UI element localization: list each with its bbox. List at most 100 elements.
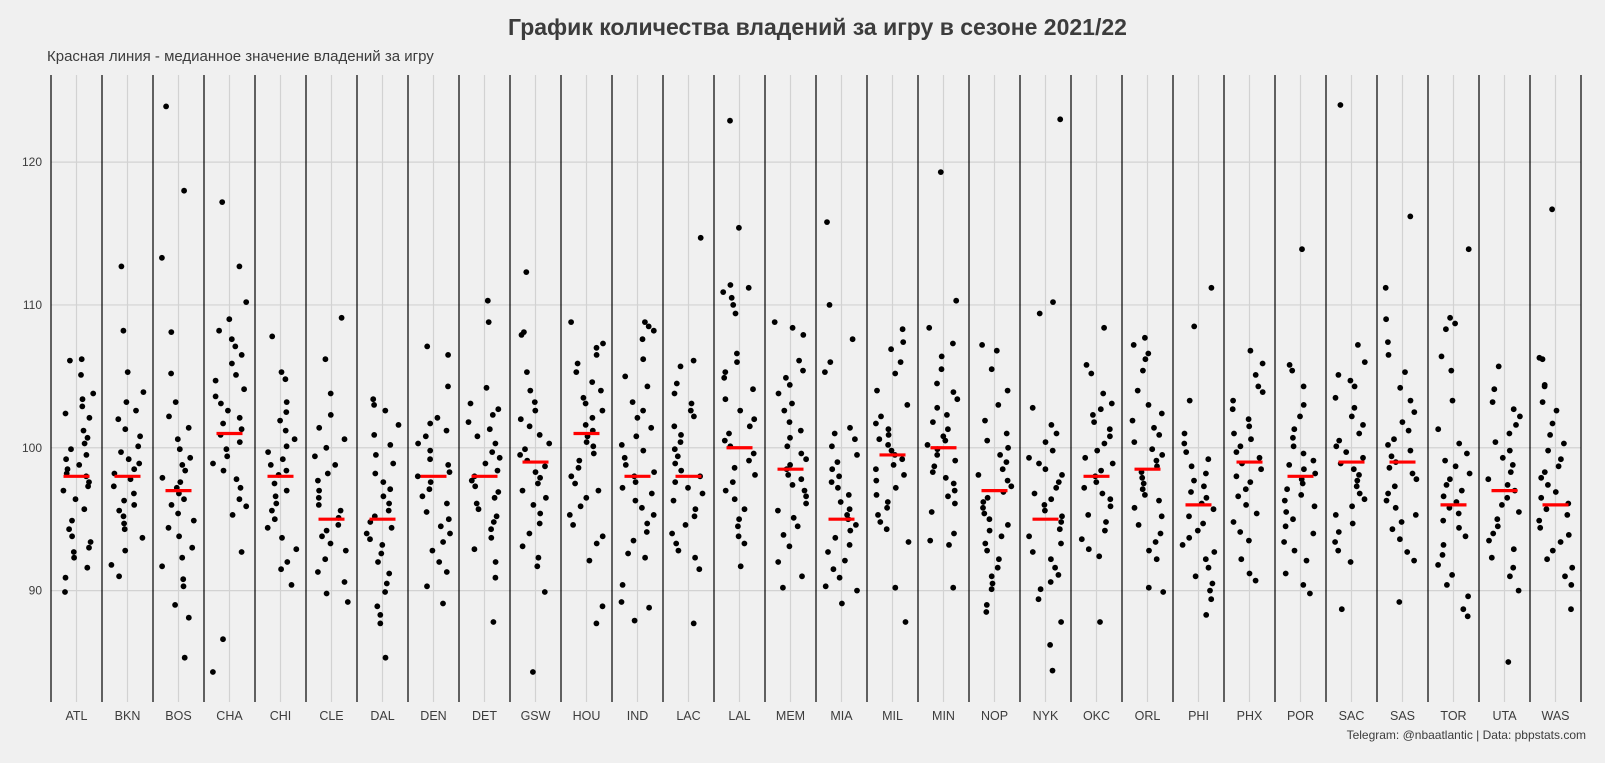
data-point-cha [238,549,245,555]
data-point-min [953,297,960,304]
data-point-hou [599,407,606,414]
data-point-cle [324,470,331,477]
data-point-gsw [546,440,553,447]
data-point-min [929,469,936,475]
data-point-phi [1205,456,1212,463]
data-point-nop [1008,483,1015,490]
data-point-bkn [123,399,130,405]
data-point-mem [775,507,781,514]
data-point-nyk [1053,484,1060,491]
data-point-ind [621,454,628,461]
data-point-mia [846,506,853,513]
data-point-atl [66,526,72,533]
x-tick-label-por: POR [1287,709,1314,723]
data-point-was [1568,582,1575,588]
data-point-cle [344,599,351,605]
data-point-lal [746,423,753,430]
data-point-cha [219,199,226,206]
data-point-phi [1186,534,1193,541]
data-point-mem [798,450,805,457]
data-point-mia [842,557,848,564]
data-point-ind [631,617,638,624]
data-point-chi [279,534,285,541]
data-point-nyk [1042,507,1048,514]
data-point-por [1301,466,1307,473]
data-point-tor [1440,493,1447,500]
data-point-hou [595,487,602,494]
data-point-lac [677,363,684,370]
data-point-cha [243,503,250,510]
data-point-okc [1090,412,1096,418]
data-point-tor [1462,533,1469,540]
x-tick-label-okc: OKC [1083,709,1110,723]
data-point-nop [989,580,996,587]
data-point-dal [382,407,389,414]
data-point-orl [1153,556,1160,563]
data-point-cha [238,426,245,433]
data-point-cle [322,356,329,363]
data-point-nop [1004,477,1011,484]
data-point-bos [180,583,187,590]
data-point-atl [62,410,69,417]
data-point-phi [1201,483,1207,490]
data-point-mem [787,462,793,468]
data-point-tor [1464,613,1471,620]
data-point-was [1549,206,1555,213]
data-point-sac [1348,413,1355,420]
data-point-mem [780,584,786,591]
data-point-hou [593,344,600,351]
data-point-okc [1102,527,1108,534]
data-point-cle [327,390,334,397]
data-point-mia [824,219,830,226]
data-point-min [934,404,941,411]
data-point-atl [78,356,85,363]
data-point-okc [1088,370,1095,377]
data-point-chi [283,467,290,474]
data-point-ind [640,447,647,454]
data-point-tor [1465,593,1471,600]
data-point-okc [1100,390,1107,397]
data-point-uta [1485,476,1492,483]
data-point-dal [372,470,379,477]
data-point-dal [383,580,390,587]
data-point-nop [986,516,993,523]
data-point-nop [984,494,991,501]
data-point-ind [648,490,655,497]
data-point-hou [590,443,597,450]
data-point-phi [1205,564,1212,571]
data-point-mia [845,492,852,498]
data-point-cle [322,556,329,563]
data-point-mia [835,484,841,491]
data-point-dal [390,460,397,467]
data-point-bos [163,103,170,110]
data-point-bos [179,462,186,468]
x-tick-label-mil: MIL [882,709,903,723]
data-point-atl [69,517,75,524]
data-point-phx [1237,443,1244,450]
data-point-lac [671,446,678,453]
data-point-sac [1356,490,1363,497]
data-point-sac [1354,477,1361,484]
data-point-sas [1385,490,1391,497]
data-point-mil [875,512,881,518]
data-point-mia [854,452,860,458]
data-point-bos [168,329,175,335]
data-point-mem [780,532,787,538]
data-point-gsw [535,480,541,487]
data-point-ind [640,356,647,363]
data-point-lal [721,374,728,381]
data-point-hou [600,340,606,347]
data-point-uta [1504,494,1511,501]
data-point-phi [1181,440,1188,447]
data-point-was [1545,482,1551,488]
data-point-chi [267,462,274,468]
data-point-bos [181,496,187,503]
data-point-mil [877,519,884,525]
data-point-atl [80,427,87,434]
data-point-bkn [122,426,129,433]
data-point-bkn [121,526,128,533]
data-point-den [424,343,431,350]
data-point-nop [988,573,995,580]
data-point-sas [1383,497,1390,504]
